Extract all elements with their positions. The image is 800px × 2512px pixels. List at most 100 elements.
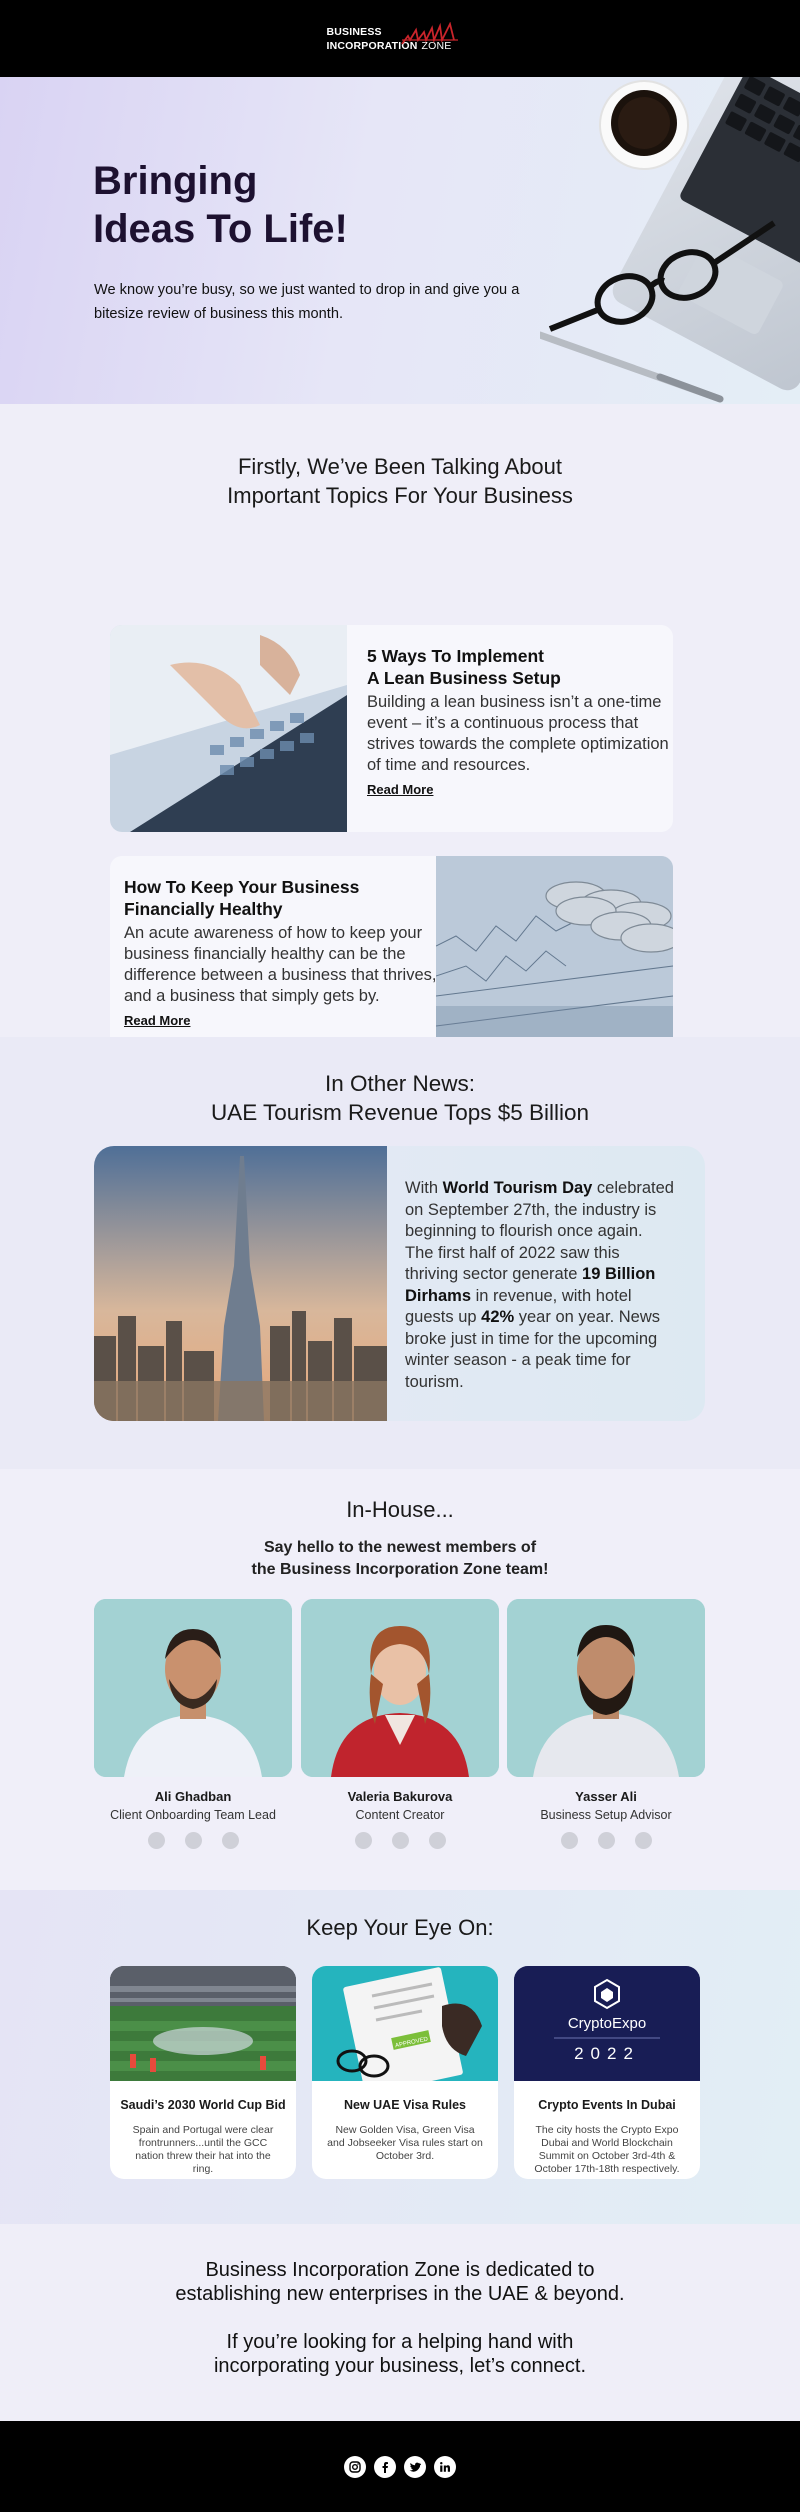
social-dots	[94, 1832, 292, 1849]
social-dot-icon[interactable]	[184, 1832, 202, 1849]
news-section: In Other News: UAE Tourism Revenue Tops …	[0, 1037, 800, 1469]
news-text: With World Tourism Day celebrated on Sep…	[405, 1178, 675, 1393]
news-text-part: in revenue, with hotel guests up	[405, 1286, 632, 1327]
news-card: With World Tourism Day celebrated on Sep…	[94, 1146, 705, 1421]
closing-line: establishing new enterprises in the UAE …	[175, 2283, 625, 2305]
social-dot-icon[interactable]	[634, 1832, 652, 1849]
news-title-line1: In Other News:	[324, 1071, 476, 1096]
member-name: Valeria Bakurova	[347, 1789, 453, 1804]
stadium-image	[110, 1966, 296, 2081]
article-title-line1: 5 Ways To Implement	[367, 646, 544, 666]
article-card-lean-setup[interactable]: 5 Ways To Implement A Lean Business Setu…	[110, 625, 673, 832]
brand-line1: BUSINESS	[326, 25, 382, 38]
event-card-crypto[interactable]: CryptoExpo 2022 Crypto Events In Dubai T…	[514, 1966, 700, 2179]
inhouse-subtitle-line2: the Business Incorporation Zone team!	[251, 1561, 549, 1578]
keep-eye-section: Keep Your Eye On: Saudi’s 2030 World Cup…	[0, 1890, 800, 2224]
closing-line: incorporating your business, let’s conne…	[213, 2355, 587, 2377]
crypto-expo-year: 2022	[574, 2044, 640, 2063]
hero-section: Bringing Ideas To Life! We know you’re b…	[0, 77, 800, 404]
topics-title: Firstly, We’ve Been Talking About Import…	[0, 452, 800, 510]
closing-line: Business Incorporation Zone is dedicated…	[205, 2259, 595, 2281]
social-dot-icon[interactable]	[560, 1832, 578, 1849]
article-text: An acute awareness of how to keep your b…	[124, 924, 437, 1005]
closing-section: Business Incorporation Zone is dedicated…	[0, 2224, 800, 2421]
news-highlight: 19 Billion Dirhams	[405, 1265, 656, 1305]
read-more-link[interactable]: Read More	[367, 782, 434, 797]
member-name: Yasser Ali	[575, 1789, 637, 1804]
dubai-skyline-image	[94, 1146, 387, 1421]
avatar	[301, 1599, 499, 1777]
news-highlight: 42%	[481, 1308, 515, 1326]
article-title-line1: How To Keep Your Business	[124, 877, 360, 897]
hero-title-line2: Ideas To Life!	[93, 207, 348, 251]
crypto-expo-logo-image: CryptoExpo 2022	[514, 1966, 700, 2081]
member-name: Ali Ghadban	[154, 1789, 232, 1804]
brand-line2b: ZONE	[421, 39, 452, 52]
twitter-icon[interactable]	[404, 2455, 426, 2478]
social-dot-icon[interactable]	[221, 1832, 239, 1849]
laptop-hands-image	[110, 625, 347, 832]
hero-text: We know you’re busy, so we just wanted t…	[94, 282, 520, 322]
news-text-part: With	[405, 1179, 443, 1197]
topics-title-line2: Important Topics For Your Business	[227, 483, 573, 508]
footer	[0, 2421, 800, 2512]
keep-eye-title: Keep Your Eye On:	[306, 1915, 494, 1940]
event-text: Spain and Portugal were clear frontrunne…	[132, 2124, 274, 2175]
team-member-card: Valeria Bakurova Content Creator	[301, 1599, 499, 1849]
avatar	[94, 1599, 292, 1777]
inhouse-title: In-House...	[346, 1497, 454, 1522]
social-dot-icon[interactable]	[597, 1832, 615, 1849]
news-title: In Other News: UAE Tourism Revenue Tops …	[0, 1069, 800, 1127]
event-card-world-cup[interactable]: Saudi’s 2030 World Cup Bid Spain and Por…	[110, 1966, 296, 2179]
member-role: Client Onboarding Team Lead	[110, 1808, 276, 1822]
article-title: How To Keep Your Business Financially He…	[124, 876, 444, 920]
social-dot-icon[interactable]	[147, 1832, 165, 1849]
team-member-card: Yasser Ali Business Setup Advisor	[507, 1599, 705, 1849]
article-title-line2: Financially Healthy	[124, 899, 283, 919]
social-dot-icon[interactable]	[354, 1832, 372, 1849]
topics-section: Firstly, We’ve Been Talking About Import…	[0, 404, 800, 1063]
inhouse-subtitle-line1: Say hello to the newest members of	[263, 1539, 537, 1556]
event-text: New Golden Visa, Green Visa and Jobseeke…	[327, 2124, 483, 2162]
closing-statement: Business Incorporation Zone is dedicated…	[0, 2258, 800, 2306]
hero-title: Bringing Ideas To Life!	[93, 157, 348, 253]
news-highlight: World Tourism Day	[442, 1179, 593, 1197]
visa-approved-image: APPROVED	[312, 1966, 498, 2095]
inhouse-subtitle: Say hello to the newest members of the B…	[0, 1537, 800, 1581]
brand-logo[interactable]: BUSINESS INCORPORATION ZONE	[326, 21, 473, 53]
event-title: New UAE Visa Rules	[343, 2098, 467, 2112]
member-role: Business Setup Advisor	[540, 1808, 672, 1822]
avatar	[507, 1599, 705, 1777]
article-title-line2: A Lean Business Setup	[367, 668, 561, 688]
facebook-icon[interactable]	[374, 2455, 396, 2478]
read-more-link[interactable]: Read More	[124, 1013, 191, 1028]
social-dots	[507, 1832, 705, 1849]
social-dot-icon[interactable]	[428, 1832, 446, 1849]
closing-cta: If you’re looking for a helping hand wit…	[0, 2330, 800, 2378]
article-card-financial-health[interactable]: How To Keep Your Business Financially He…	[110, 856, 673, 1063]
instagram-icon[interactable]	[344, 2455, 366, 2478]
event-title: Saudi’s 2030 World Cup Bid	[120, 2098, 286, 2112]
inhouse-section: In-House... Say hello to the newest memb…	[0, 1469, 800, 1890]
social-dots	[301, 1832, 499, 1849]
topics-title-line1: Firstly, We’ve Been Talking About	[237, 454, 563, 479]
event-text: The city hosts the Crypto Expo Dubai and…	[534, 2124, 680, 2175]
event-title: Crypto Events In Dubai	[538, 2098, 676, 2112]
linkedin-icon[interactable]	[434, 2455, 456, 2478]
news-text-part: celebrated on September 27th, the indust…	[405, 1179, 674, 1283]
article-text: Building a lean business isn’t a one-tim…	[367, 693, 669, 774]
member-role: Content Creator	[355, 1808, 445, 1822]
brand-name: BUSINESS INCORPORATION ZONE	[326, 25, 451, 53]
skyline-logo-icon	[400, 21, 458, 45]
social-dot-icon[interactable]	[391, 1832, 409, 1849]
brand-line2: INCORPORATION	[326, 39, 418, 52]
news-text-part: year on year. News broke just in time fo…	[405, 1308, 660, 1391]
event-card-visa-rules[interactable]: APPROVED New UAE Visa Rules New Golden V…	[312, 1966, 498, 2179]
article-card-body: 5 Ways To Implement A Lean Business Setu…	[367, 645, 673, 799]
coins-financial-chart-image	[436, 856, 673, 1063]
desk-coffee-glasses-image	[540, 77, 800, 403]
header: BUSINESS INCORPORATION ZONE	[0, 0, 800, 77]
news-title-line2: UAE Tourism Revenue Tops $5 Billion	[210, 1100, 590, 1125]
team-member-card: Ali Ghadban Client Onboarding Team Lead	[94, 1599, 292, 1849]
article-card-body: How To Keep Your Business Financially He…	[124, 876, 444, 1030]
